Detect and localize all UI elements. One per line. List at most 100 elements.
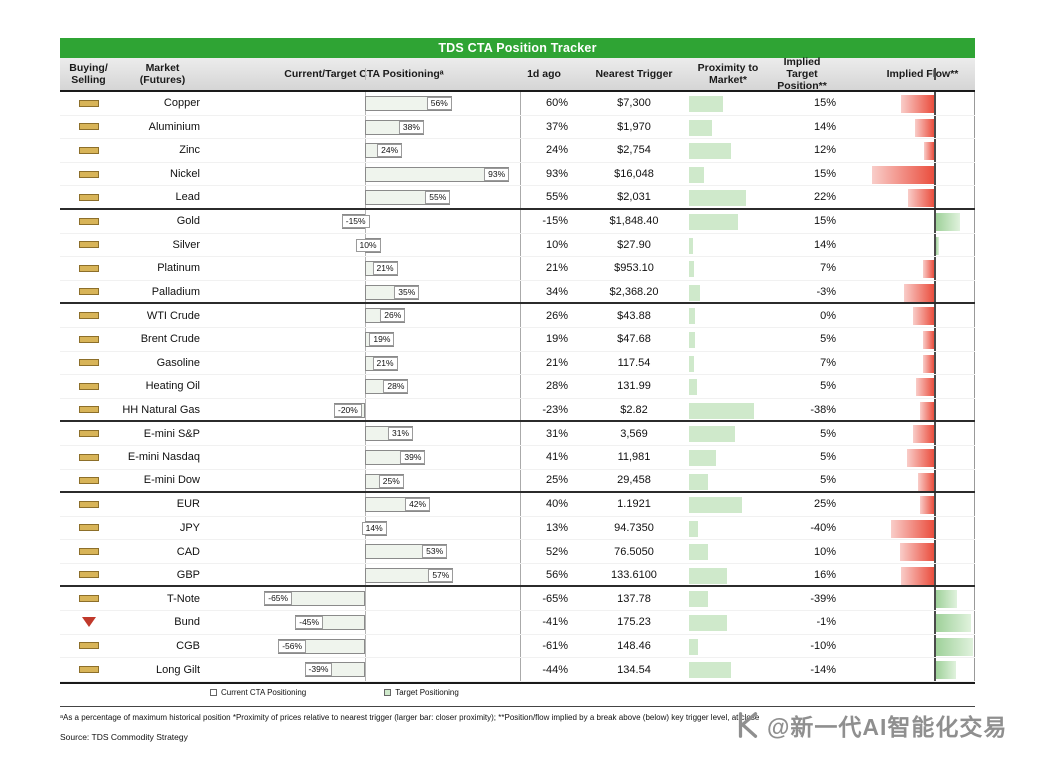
implied-target-value: 25%: [813, 498, 836, 511]
implied-flow-bar: [936, 212, 960, 231]
implied-target-value: 15%: [813, 97, 836, 110]
flat-signal-icon: [78, 335, 99, 343]
implied-flow-cell: [870, 351, 975, 375]
signal-cell: [60, 493, 117, 516]
market-label: Gold: [176, 215, 200, 228]
proximity-bar: [689, 331, 696, 348]
market-label: HH Natural Gas: [122, 403, 200, 416]
one-day-ago-value: 21%: [520, 257, 580, 280]
implied-target-value: -38%: [810, 403, 836, 416]
table-row: Heating Oil 28% 28% 131.99 5%: [60, 375, 975, 399]
watermark-logo-icon: [738, 712, 758, 738]
flat-signal-icon: [78, 476, 99, 484]
nearest-trigger-value: $953.10: [614, 262, 654, 275]
market-label: Palladium: [151, 285, 200, 298]
proximity-bar: [689, 213, 739, 230]
positioning-cell: 57%: [208, 563, 520, 586]
positioning-value-label: 55%: [425, 191, 451, 205]
positioning-cell: 19%: [208, 327, 520, 351]
proximity-cell: [688, 564, 768, 586]
implied-target-value: 15%: [813, 168, 836, 181]
table-row: E-mini Nasdaq 39% 41% 11,981 5%: [60, 445, 975, 470]
implied-flow-cell: [870, 658, 975, 681]
proximity-cell: [688, 658, 768, 681]
implied-target-value: -1%: [816, 616, 836, 629]
implied-flow-bar: [918, 472, 934, 491]
table-title: TDS CTA Position Tracker: [438, 41, 597, 55]
implied-flow-bar: [922, 330, 934, 349]
implied-flow-bar: [919, 401, 934, 420]
col-header-positioning: Current/Target CTA Positioningᵃ: [208, 67, 520, 81]
nearest-trigger-value: 3,569: [620, 427, 648, 440]
implied-flow-bar: [890, 519, 934, 538]
positioning-cell: 56%: [208, 92, 520, 115]
positioning-cell: -65%: [208, 587, 520, 610]
proximity-bar: [689, 166, 705, 183]
flat-signal-icon: [78, 288, 99, 296]
proximity-cell: [688, 304, 768, 327]
proximity-bar: [689, 284, 701, 301]
nearest-trigger-value: $43.88: [617, 309, 651, 322]
positioning-value-label: 93%: [484, 167, 510, 181]
one-day-ago-value: 13%: [520, 516, 580, 540]
proximity-bar: [689, 119, 712, 136]
market-label: CAD: [176, 545, 200, 558]
col-header-implied-flow: Implied Flow**: [870, 67, 975, 81]
market-label: WTI Crude: [146, 309, 200, 322]
implied-target-value: -39%: [810, 592, 836, 605]
signal-cell: [60, 375, 117, 398]
implied-target-value: 12%: [813, 144, 836, 157]
nearest-trigger-value: 175.23: [617, 616, 651, 629]
table-row: Copper 56% 60% $7,300 15%: [60, 92, 975, 116]
legend-label: Current CTA Positioning: [221, 687, 307, 697]
positioning-cell: -20%: [208, 398, 520, 421]
table-row: WTI Crude 26% 26% $43.88 0%: [60, 304, 975, 328]
proximity-cell: [688, 210, 768, 233]
implied-target-value: 16%: [813, 568, 836, 581]
proximity-bar: [689, 615, 727, 632]
proximity-bar: [689, 473, 708, 490]
implied-flow-cell: [870, 186, 975, 208]
signal-cell: [60, 611, 117, 634]
one-day-ago-value: -65%: [520, 587, 580, 611]
table-row: CGB -56% -61% 148.46 -10%: [60, 634, 975, 659]
signal-cell: [60, 564, 117, 586]
positioning-value-label: 21%: [372, 356, 398, 370]
nearest-trigger-value: 131.99: [617, 380, 651, 393]
legend-label: Target Positioning: [395, 687, 459, 697]
signal-cell: [60, 281, 117, 303]
nearest-trigger-value: 29,458: [617, 474, 651, 487]
flat-signal-icon: [78, 595, 99, 603]
proximity-bar: [689, 567, 727, 584]
nearest-trigger-value: 117.54: [617, 356, 651, 369]
implied-target-value: -3%: [816, 285, 836, 298]
nearest-trigger-value: 134.54: [617, 663, 651, 676]
positioning-value-label: 39%: [400, 450, 426, 464]
table-row: Lead 55% 55% $2,031 22%: [60, 186, 975, 210]
positioning-value-label: 53%: [422, 545, 448, 559]
implied-flow-cell: [870, 422, 975, 445]
implied-flow-cell: [870, 280, 975, 303]
implied-target-value: 5%: [820, 333, 836, 346]
one-day-ago-value: 31%: [520, 422, 580, 445]
proximity-cell: [688, 328, 768, 351]
implied-flow-bar: [901, 95, 934, 113]
one-day-ago-value: 34%: [520, 280, 580, 303]
implied-flow-bar: [901, 566, 934, 585]
one-day-ago-value: 24%: [520, 139, 580, 162]
proximity-bar: [689, 449, 716, 466]
signal-cell: [60, 116, 117, 139]
table-row: Palladium 35% 34% $2,368.20 -3%: [60, 280, 975, 305]
table-row: T-Note -65% -65% 137.78 -39%: [60, 587, 975, 612]
nearest-trigger-value: $16,048: [614, 168, 654, 181]
table-row: E-mini S&P 31% 31% 3,569 5%: [60, 422, 975, 446]
table-body: Copper 56% 60% $7,300 15% Aluminium 38% …: [60, 92, 975, 684]
positioning-value-label: 31%: [388, 427, 414, 441]
flat-signal-icon: [78, 217, 99, 225]
proximity-cell: [688, 257, 768, 280]
col-header-implied-target: Implied Target Position**: [777, 55, 827, 93]
proximity-cell: [688, 399, 768, 421]
implied-flow-cell: [870, 398, 975, 421]
nearest-trigger-value: $1,848.40: [609, 215, 659, 228]
proximity-cell: [688, 493, 768, 516]
